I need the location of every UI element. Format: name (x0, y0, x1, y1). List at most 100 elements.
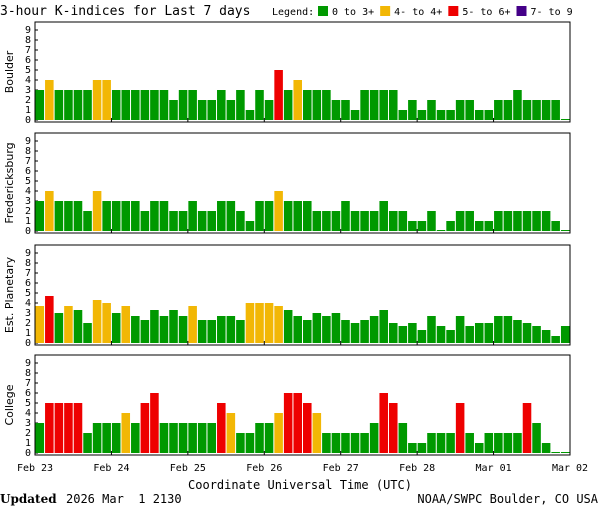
bar (217, 403, 226, 453)
y-tick-label: 5 (25, 288, 31, 299)
bar (436, 433, 446, 453)
bar (350, 110, 360, 120)
bar (398, 110, 408, 120)
bar (513, 211, 522, 231)
source: NOAA/SWPC Boulder, CO USA (417, 492, 598, 506)
bar (341, 320, 350, 343)
bar (45, 403, 54, 453)
bar (245, 110, 255, 120)
bar (121, 201, 131, 231)
bar (541, 330, 551, 343)
y-tick-label: 8 (25, 35, 31, 46)
y-tick-label: 9 (25, 358, 31, 369)
bar (35, 423, 45, 453)
bar (64, 201, 73, 231)
bar (446, 110, 455, 120)
bar (283, 90, 293, 120)
y-tick-label: 8 (25, 146, 31, 157)
bar (245, 433, 255, 453)
bar (64, 403, 73, 453)
bar (513, 90, 522, 120)
bar (446, 433, 455, 453)
y-tick-label: 9 (25, 136, 31, 147)
bar (92, 80, 102, 120)
bar (45, 191, 54, 231)
bar (379, 310, 388, 343)
bar (264, 100, 274, 120)
bar (417, 110, 427, 120)
bar (255, 90, 264, 120)
bar (226, 100, 236, 120)
bar (494, 100, 503, 120)
bar (264, 303, 274, 343)
bar (121, 306, 131, 343)
bar (369, 423, 379, 453)
bar (140, 211, 150, 231)
bar (331, 313, 341, 343)
bar (379, 201, 388, 231)
bar (188, 423, 197, 453)
bar (522, 403, 532, 453)
x-tick-label: Feb 27 (323, 463, 359, 474)
x-tick-label: Feb 24 (93, 463, 129, 474)
bar (64, 306, 73, 343)
bar (455, 211, 465, 231)
bar (503, 316, 513, 343)
bar (226, 413, 236, 453)
bar (350, 433, 360, 453)
legend-label: 4- to 4+ (394, 7, 442, 18)
bar (169, 211, 178, 231)
bar (274, 70, 283, 120)
bar (331, 211, 341, 231)
bar (159, 90, 169, 120)
bar (274, 306, 283, 343)
bar (121, 90, 131, 120)
bar (102, 423, 111, 453)
bar (322, 90, 331, 120)
y-tick-label: 1 (25, 216, 31, 227)
bar (522, 323, 532, 343)
legend-swatch (448, 6, 459, 16)
bar (64, 90, 73, 120)
bar (341, 100, 350, 120)
y-tick-label: 4 (25, 186, 31, 197)
bar (54, 90, 64, 120)
bar (455, 403, 465, 453)
bar (455, 100, 465, 120)
bar (188, 90, 197, 120)
bar (140, 320, 150, 343)
y-tick-label: 9 (25, 248, 31, 259)
legend-label: 7- to 9 (531, 7, 573, 18)
bar (131, 201, 140, 231)
bar (436, 110, 446, 120)
bar (150, 90, 159, 120)
bar (274, 413, 283, 453)
legend-swatch (516, 6, 527, 16)
bar (293, 393, 302, 453)
bar (283, 393, 293, 453)
bar (341, 433, 350, 453)
bar (398, 211, 408, 231)
bar (312, 90, 322, 120)
y-tick-label: 2 (25, 318, 31, 329)
bar (341, 201, 350, 231)
bar (446, 221, 455, 231)
bar (532, 100, 541, 120)
bar (541, 211, 551, 231)
bar (322, 316, 331, 343)
bar (83, 323, 92, 343)
bar (388, 211, 398, 231)
bar (255, 423, 264, 453)
bar (513, 433, 522, 453)
bar (494, 316, 503, 343)
bar (388, 403, 398, 453)
bar (484, 433, 494, 453)
bar (513, 320, 522, 343)
bar (293, 80, 302, 120)
bar (331, 100, 341, 120)
panel-label: Est. Planetary (3, 256, 16, 333)
updated-time: 2026 Mar 1 2130 (66, 492, 182, 506)
y-tick-label: 6 (25, 278, 31, 289)
bar (245, 221, 255, 231)
bar (322, 211, 331, 231)
